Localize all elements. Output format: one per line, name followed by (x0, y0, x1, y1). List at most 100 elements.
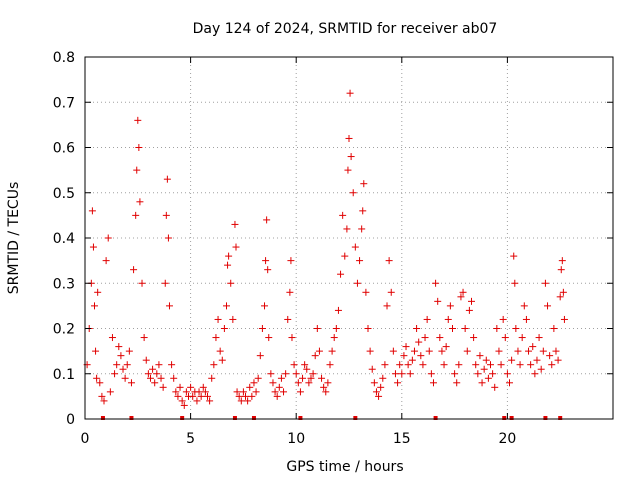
data-point (522, 315, 530, 323)
gap-marker (298, 416, 303, 420)
data-point (294, 379, 302, 387)
data-point (497, 361, 505, 369)
data-point (332, 325, 340, 332)
gap-marker (232, 416, 237, 420)
data-point (286, 288, 294, 296)
data-point (88, 207, 96, 215)
data-point (248, 392, 256, 400)
data-point (360, 180, 368, 188)
data-point (162, 211, 170, 219)
data-point (271, 388, 279, 396)
data-point (465, 306, 473, 314)
data-point (417, 352, 425, 360)
data-point (102, 257, 110, 265)
data-point (343, 225, 351, 233)
data-point (501, 334, 509, 342)
data-point (121, 374, 129, 382)
data-point (432, 279, 440, 287)
data-point (387, 288, 395, 296)
data-point (149, 365, 157, 373)
axis-ticks: 0 0.1 0.2 0.3 0.4 0.5 0.6 0.7 0.8 0 5 10 15 20 (53, 50, 613, 447)
data-point (265, 334, 273, 342)
data-point (558, 257, 566, 265)
data-point (548, 361, 556, 369)
data-point (178, 397, 186, 405)
data-point (436, 334, 444, 342)
data-point (362, 288, 370, 296)
data-point (163, 175, 171, 183)
data-point (135, 144, 143, 151)
data-point (130, 266, 138, 274)
data-point (351, 243, 359, 251)
y-tick-label: 0.8 (53, 50, 75, 66)
data-point (182, 388, 190, 396)
data-point (168, 361, 176, 369)
data-point (499, 315, 507, 323)
data-point (256, 352, 264, 360)
data-point (218, 356, 226, 364)
data-point (544, 302, 552, 310)
data-point (330, 334, 338, 342)
data-point (136, 198, 144, 206)
data-point (108, 334, 116, 342)
data-point (400, 352, 408, 360)
data-point (413, 325, 421, 332)
data-point (402, 343, 410, 351)
data-point (410, 347, 418, 355)
data-point (506, 379, 514, 387)
data-point (344, 166, 352, 174)
data-point (372, 388, 380, 396)
data-point (482, 356, 490, 364)
gap-marker (100, 416, 105, 420)
data-point (176, 383, 184, 391)
data-point (155, 361, 163, 369)
data-point (415, 338, 423, 346)
data-point (292, 370, 300, 378)
data-point (427, 370, 435, 378)
y-axis-label: SRMTID / TECUs (6, 182, 22, 295)
x-tick-label: 20 (498, 431, 516, 447)
data-point (151, 379, 159, 387)
data-point (446, 302, 454, 310)
data-point (364, 325, 372, 332)
data-point (123, 361, 131, 369)
data-point (346, 89, 354, 97)
data-point (487, 361, 495, 369)
data-point (261, 302, 269, 310)
data-point (326, 361, 334, 369)
data-point (250, 379, 258, 387)
data-point (455, 361, 463, 369)
y-tick-label: 0.7 (53, 95, 75, 111)
data-point (429, 379, 437, 387)
x-tick-label: 0 (81, 431, 90, 447)
data-point (170, 374, 178, 382)
data-point (98, 392, 106, 400)
data-point (535, 334, 543, 342)
data-point (442, 343, 450, 351)
data-point (210, 361, 218, 369)
data-point (421, 334, 429, 342)
data-point (288, 334, 296, 342)
data-point (220, 325, 228, 332)
gap-marker (509, 416, 514, 420)
data-point (299, 374, 307, 382)
data-point (349, 189, 357, 197)
data-point (480, 365, 488, 373)
gap-marker (251, 416, 256, 420)
gap-marker (180, 416, 185, 420)
x-tick-label: 15 (393, 431, 411, 447)
data-point (104, 234, 112, 242)
data-point (172, 388, 180, 396)
y-tick-label: 0.6 (53, 141, 75, 157)
data-point (307, 374, 315, 382)
data-point (459, 288, 467, 296)
data-point (244, 397, 252, 405)
data-point (92, 347, 100, 355)
data-point (134, 116, 142, 124)
data-point (527, 361, 535, 369)
gap-marker (129, 416, 134, 420)
data-point (322, 388, 330, 396)
data-point (115, 343, 123, 351)
gap-marker (543, 416, 548, 420)
